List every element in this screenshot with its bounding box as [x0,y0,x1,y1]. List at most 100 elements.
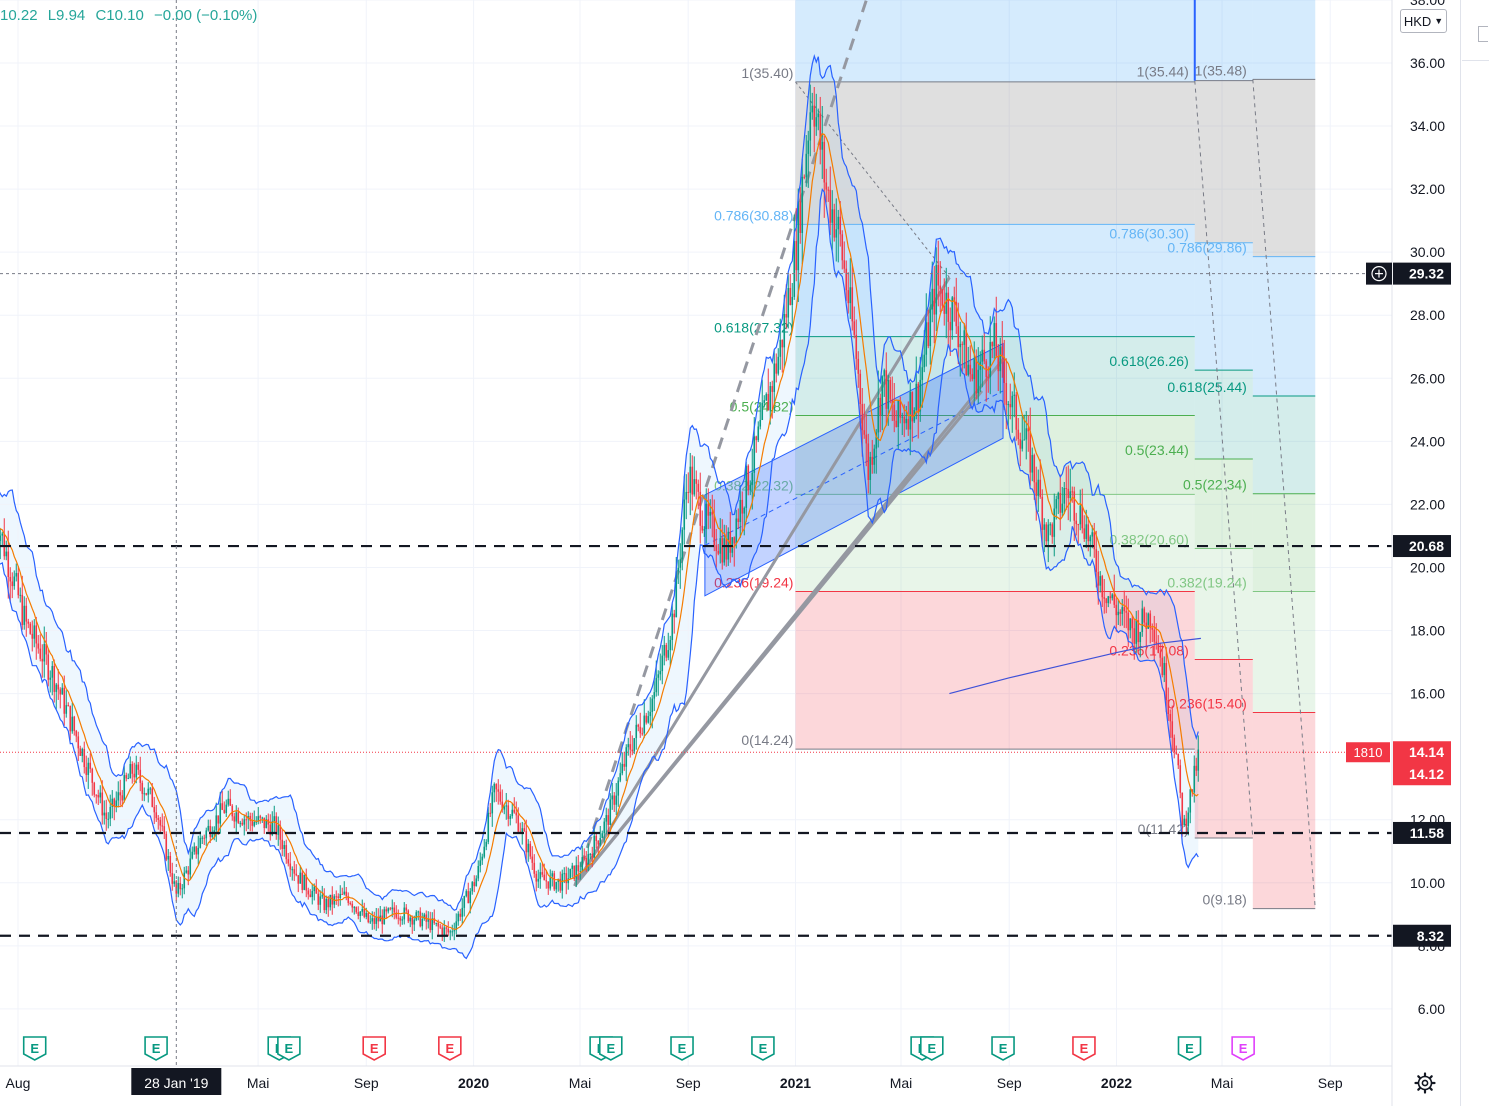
fib-zone [795,494,1195,592]
candle-body [1153,629,1156,642]
x-tick-label: Sep [1318,1075,1343,1091]
candle-body [27,621,30,624]
candle-body [963,330,966,345]
candle-body [285,845,288,860]
candle-body [553,873,556,890]
candle-body [59,689,62,695]
candle-body [729,531,732,553]
candle-body [671,613,674,640]
candle-body [111,798,114,807]
candle-body [1167,700,1170,715]
candle-body [971,374,974,380]
candle-body [1189,789,1192,813]
candle-body [177,882,180,894]
candle-body [181,888,184,890]
earnings-marker-label: E [1080,1041,1089,1056]
candle-body [907,418,910,430]
candle-body [355,907,358,913]
candle-body [855,334,858,359]
candle-body [327,899,330,908]
candle-body [287,859,290,864]
chevron-down-icon: ▼ [1434,16,1444,26]
candle-body [635,724,638,739]
candle-body [1115,604,1118,616]
fib-level-label: 0.5(23.44) [1125,442,1189,458]
candle-body [633,738,636,752]
fib-top-zone [1252,0,1316,80]
candle-body [947,292,950,322]
candle-body [977,369,980,394]
candle-body [917,383,920,412]
candle-body [83,749,86,768]
candle-body [845,268,848,291]
symbol-badge-label: 1810 [1354,745,1383,760]
candle-body [485,841,488,847]
candle-body [551,873,554,877]
y-tick-label: 20.00 [1410,559,1445,575]
candle-body [745,465,748,508]
candle-body [987,377,990,379]
candle-body [587,854,590,866]
fib-level-label: 0.786(29.86) [1167,240,1246,256]
candle-body [899,400,902,418]
candle-body [393,907,396,913]
candle-body [323,895,326,911]
candle-body [819,113,822,150]
object-tree-icon[interactable] [1478,26,1488,42]
candle-body [481,856,484,861]
candle-body [1117,611,1120,616]
earnings-marker [362,1036,386,1061]
x-tick-label: Sep [676,1075,701,1091]
candle-body [1145,622,1148,629]
earnings-marker [670,1036,694,1061]
candle-body [223,809,226,813]
fib-level-label: 0.236(19.24) [714,574,793,590]
candle-body [1155,641,1158,644]
candle-body [733,537,736,544]
candle-body [49,677,52,680]
candle-body [1019,439,1022,449]
gear-icon[interactable] [1414,1072,1436,1094]
candle-body [1053,508,1056,537]
candle-body [67,705,70,707]
candle-body [529,843,532,857]
candle-body [989,342,992,378]
candle-body [1105,598,1108,604]
candle-body [667,650,670,658]
candle-body [185,870,188,873]
candle-body [1149,613,1152,629]
candle-body [501,801,504,810]
x-tick-label: Mai [890,1075,913,1091]
candle-body [1171,721,1174,738]
candle-body [31,633,34,639]
fib-zone [795,81,1195,225]
candle-body [821,141,824,150]
currency-dropdown[interactable]: HKD ▼ [1400,9,1447,33]
candle-body [695,479,698,484]
candle-body [983,349,986,362]
candle-body [543,874,546,881]
candle-body [511,809,514,817]
earnings-marker [920,1036,944,1061]
candle-body [121,795,124,801]
candle-body [547,881,550,889]
candle-body [1049,524,1052,526]
candle-body [1043,524,1046,530]
candle-body [1085,524,1088,539]
fib-level-label: 0.382(19.24) [1167,574,1246,590]
candle-body [767,394,770,411]
candle-body [367,912,370,923]
candle-body [353,907,356,909]
crosshair-date-label: 28 Jan '19 [144,1075,208,1091]
candle-body [203,837,206,839]
candle-body [1059,492,1062,513]
candle-body [345,891,348,897]
candle-body [1107,596,1110,604]
candle-body [1025,428,1028,440]
candle-body [953,297,956,302]
candle-body [227,798,230,805]
candle-body [537,878,540,882]
candle-body [993,323,996,347]
